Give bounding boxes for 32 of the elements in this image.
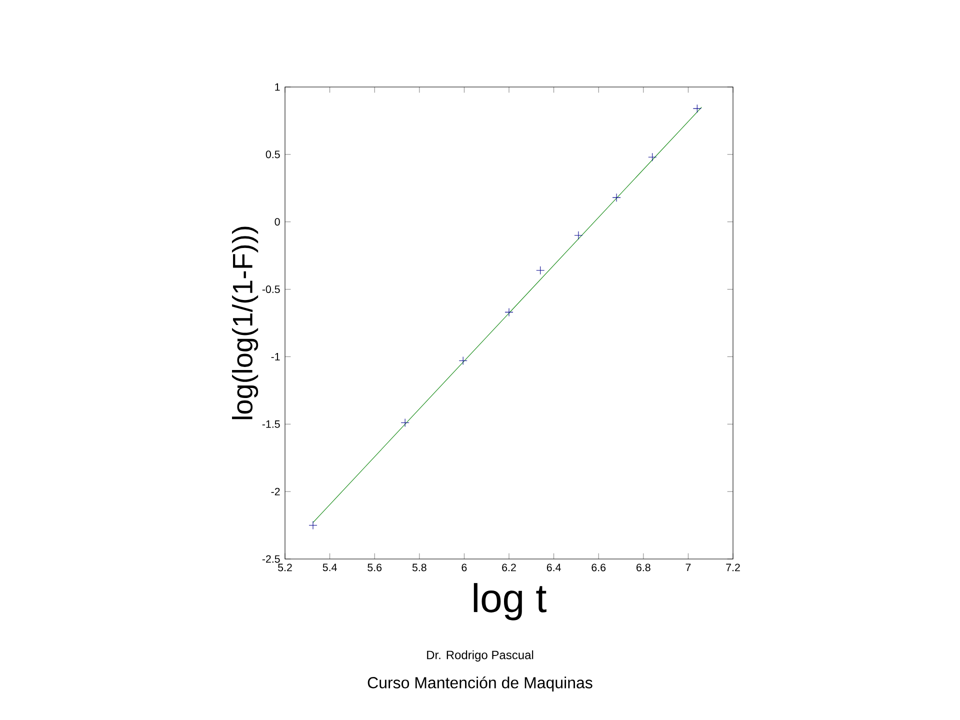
x-tick-label: 5.8 bbox=[412, 564, 426, 572]
point bbox=[504, 308, 514, 316]
x-tick-label: 5.2 bbox=[278, 564, 292, 572]
y-tick-label: -2.5 bbox=[262, 555, 280, 563]
x-tick-label: 6.6 bbox=[592, 564, 606, 572]
y-tick-label: -0.5 bbox=[262, 286, 280, 294]
y-axis-title: log(log(1/(1-F))) bbox=[232, 226, 258, 420]
x-tick-label: 5.6 bbox=[368, 564, 382, 572]
x-tick-label: 6 bbox=[462, 564, 467, 572]
x-tick-label: 6.8 bbox=[636, 564, 650, 572]
x-tick-label: 6.4 bbox=[546, 564, 561, 572]
y-tick-label: -2 bbox=[271, 488, 280, 496]
text: Curso Mantención de Maquinas bbox=[368, 676, 592, 692]
y-tick-label: 1 bbox=[275, 83, 280, 91]
y-tick-label: 0.5 bbox=[266, 150, 280, 158]
x-tick-label: 7 bbox=[686, 564, 691, 572]
point bbox=[400, 418, 410, 428]
x-axis-title: log t bbox=[474, 583, 546, 620]
x-tick-label: 7.2 bbox=[726, 564, 740, 572]
point bbox=[648, 152, 657, 162]
point bbox=[536, 266, 545, 275]
x-tick-label: 6.2 bbox=[502, 564, 516, 572]
y-tick-label: -1.5 bbox=[262, 420, 280, 428]
x-tick-label: 5.4 bbox=[322, 564, 337, 572]
point bbox=[692, 104, 702, 113]
point bbox=[574, 231, 583, 240]
point bbox=[458, 356, 468, 366]
point bbox=[612, 193, 621, 202]
text: Dr. Rodrigo Pascual bbox=[427, 650, 534, 662]
point bbox=[308, 521, 318, 530]
y-tick-label: 0 bbox=[274, 218, 280, 226]
y-tick-label: -1 bbox=[271, 353, 280, 360]
